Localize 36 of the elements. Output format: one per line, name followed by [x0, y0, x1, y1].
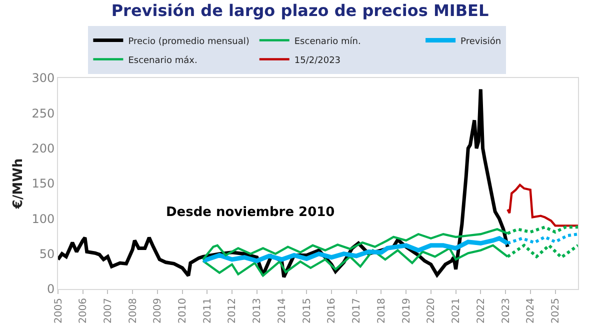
x-tick-label: 2011: [202, 298, 214, 324]
y-axis-title: €/MWh: [11, 158, 26, 210]
x-tick-label: 2023: [500, 298, 512, 324]
y-tick-label: 200: [32, 142, 55, 156]
x-tick-label: 2016: [326, 298, 338, 324]
y-tick-label: 50: [39, 247, 55, 262]
legend-label: 15/2/2023: [294, 56, 341, 66]
x-tick-label: 2008: [128, 298, 139, 324]
x-tick-label: 2012: [227, 298, 238, 324]
x-tick-label: 2013: [252, 298, 264, 324]
x-tick-label: 2025: [550, 298, 562, 324]
x-tick-label: 2005: [53, 298, 64, 324]
legend-label: Escenario máx.: [128, 54, 198, 66]
chart-title: Previsión de largo plazo de precios MIBEL: [111, 1, 489, 20]
y-tick-label: 150: [32, 176, 55, 191]
x-tick-label: 2010: [178, 298, 189, 324]
y-tick-label: 250: [32, 106, 55, 120]
y-tick-label: 100: [32, 212, 55, 226]
y-tick-label: 300: [32, 71, 55, 86]
x-tick-label: 2007: [102, 298, 114, 324]
x-tick-label: 2021: [451, 298, 462, 324]
legend-label: Previsión: [460, 36, 502, 47]
legend-label: Escenario mín.: [294, 36, 361, 47]
x-tick-label: 2006: [78, 298, 90, 324]
x-tick-label: 2018: [376, 298, 388, 324]
annotation: Desde noviembre 2010: [166, 205, 335, 220]
legend-label: Precio (promedio mensual): [128, 36, 250, 47]
x-tick-label: 2019: [401, 298, 412, 324]
x-tick-label: 2020: [426, 298, 438, 324]
x-tick-label: 2022: [476, 298, 487, 324]
x-tick-label: 2015: [302, 298, 313, 324]
x-tick-label: 2009: [152, 298, 164, 324]
x-tick-label: 2014: [277, 298, 288, 324]
x-tick-label: 2024: [526, 298, 537, 324]
x-tick-label: 2017: [352, 298, 363, 324]
y-tick-label: 0: [46, 282, 55, 296]
